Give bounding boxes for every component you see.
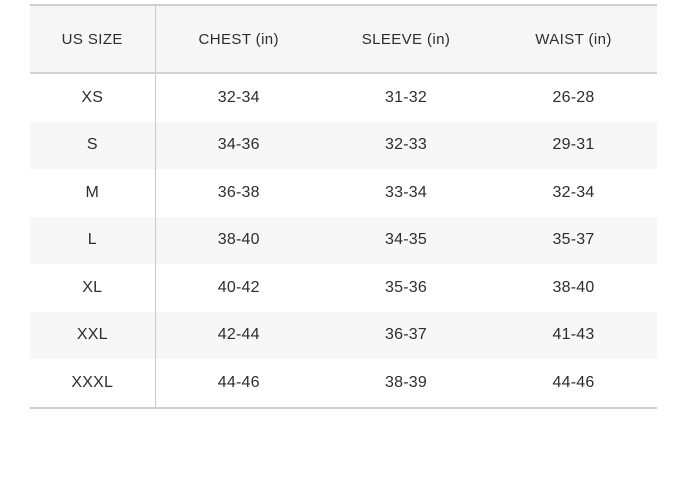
measurement-cell: 34-36 (155, 121, 322, 169)
measurement-cell: 35-36 (385, 278, 427, 296)
size-cell: XXL (30, 311, 156, 359)
table-row: XXXL 44-46 38-39 44-46 (30, 359, 657, 408)
measurement-cell: 26-28 (552, 88, 595, 106)
header-row: US SIZE CHEST (in) SLEEVE (in) WAIST (in) (30, 5, 657, 74)
measurement-cell: 44-46 (217, 373, 260, 391)
size-chart-header: US SIZE CHEST (in) SLEEVE (in) WAIST (in) (30, 5, 657, 74)
table-row: XL 40-42 35-36 38-40 (30, 264, 657, 312)
measurement-cell: 32-34 (217, 88, 260, 106)
size-cell: XL (30, 264, 156, 312)
measurement-cell: 36-37 (322, 311, 490, 359)
table-row: XS 32-34 31-32 26-28 (30, 73, 657, 122)
table-row: M 36-38 33-34 32-34 (30, 169, 657, 217)
measurement-cell: 41-43 (490, 311, 657, 359)
measurement-cell: 44-46 (552, 373, 595, 391)
measurement-cell: 34-35 (322, 216, 490, 264)
size-cell: M (30, 169, 156, 217)
column-header-chest-in: CHEST (in) (155, 5, 322, 74)
column-header-sleeve-in: SLEEVE (in) (322, 5, 490, 74)
table-row: S 34-36 32-33 29-31 (30, 121, 657, 169)
measurement-cell: 38-40 (552, 278, 595, 296)
size-chart-body: XS 32-34 31-32 26-28 S 34-36 32-33 29-31 M 36-38 3… (30, 73, 657, 408)
measurement-cell: 33-34 (385, 183, 427, 201)
table-row: XXL 42-44 36-37 41-43 (30, 311, 657, 359)
size-cell: XXXL (30, 359, 156, 408)
measurement-cell: 31-32 (385, 88, 427, 106)
measurement-cell: 38-40 (155, 216, 322, 264)
measurement-cell: 38-39 (385, 373, 427, 391)
measurement-cell: 36-38 (217, 183, 260, 201)
size-cell: L (30, 216, 156, 264)
column-header-us-size: US SIZE (30, 5, 156, 74)
size-cell: XS (30, 73, 156, 122)
measurement-cell: 32-33 (322, 121, 490, 169)
measurement-cell: 42-44 (155, 311, 322, 359)
measurement-cell: 32-34 (552, 183, 595, 201)
measurement-cell: 40-42 (217, 278, 260, 296)
table-row: L 38-40 34-35 35-37 (30, 216, 657, 264)
measurement-cell: 35-37 (490, 216, 657, 264)
column-header-waist-in: WAIST (in) (490, 5, 657, 74)
size-chart: US SIZE CHEST (in) SLEEVE (in) WAIST (in) X… (30, 4, 657, 409)
size-cell: S (30, 121, 156, 169)
measurement-cell: 29-31 (490, 121, 657, 169)
size-chart-table: US SIZE CHEST (in) SLEEVE (in) WAIST (in) X… (30, 4, 657, 409)
